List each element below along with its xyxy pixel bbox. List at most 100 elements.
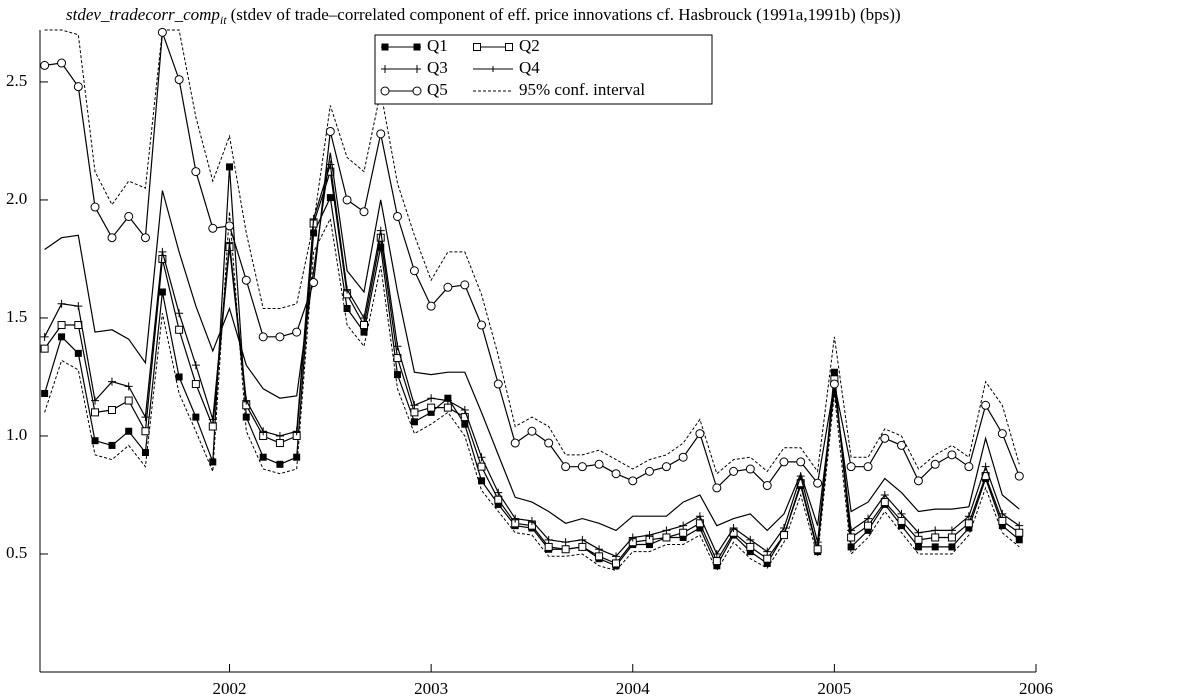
marker [998, 509, 1007, 518]
marker [380, 86, 390, 96]
marker [174, 75, 184, 85]
marker [175, 309, 184, 318]
marker [40, 60, 50, 70]
marker [326, 194, 334, 202]
legend-label: Q3 [427, 58, 448, 77]
marker [124, 211, 134, 221]
marker [678, 452, 688, 462]
marker [477, 453, 486, 462]
marker [225, 221, 235, 231]
marker [91, 408, 100, 417]
marker [897, 516, 906, 525]
y-tick-label: 1.0 [6, 425, 27, 444]
marker [427, 403, 436, 412]
marker [829, 379, 839, 389]
marker [897, 440, 907, 450]
marker [679, 533, 687, 541]
marker [1014, 471, 1024, 481]
marker [577, 462, 587, 472]
marker [478, 477, 486, 485]
marker [998, 516, 1007, 525]
marker [846, 462, 856, 472]
title-subscript: it [220, 13, 227, 27]
marker [948, 543, 956, 551]
marker [763, 559, 771, 567]
legend-label: Q4 [519, 58, 540, 77]
marker [343, 305, 351, 313]
marker [242, 396, 251, 405]
marker [930, 459, 940, 469]
marker [847, 526, 856, 535]
marker [813, 538, 822, 547]
marker [461, 420, 469, 428]
marker [947, 450, 957, 460]
marker [360, 313, 369, 322]
marker [493, 379, 503, 389]
marker [847, 533, 856, 542]
marker [662, 533, 671, 542]
marker [712, 557, 721, 566]
marker [141, 448, 149, 456]
marker [931, 533, 940, 542]
marker [964, 512, 973, 521]
x-tick-label: 2006 [1019, 679, 1053, 698]
marker [175, 325, 184, 334]
marker [898, 522, 906, 530]
marker [779, 531, 788, 540]
marker [779, 524, 788, 533]
marker [864, 526, 872, 534]
marker [712, 549, 721, 558]
marker [494, 500, 502, 508]
marker [998, 522, 1006, 530]
marker [208, 223, 218, 233]
marker [729, 524, 738, 533]
marker [473, 43, 481, 51]
marker [713, 562, 721, 570]
marker [107, 233, 117, 243]
marker [947, 533, 956, 542]
marker [796, 457, 806, 467]
marker [914, 535, 923, 544]
marker [544, 542, 553, 551]
legend-label: Q1 [427, 36, 448, 55]
x-tick-label: 2004 [616, 679, 651, 698]
marker [712, 483, 722, 493]
marker [342, 195, 352, 205]
marker [91, 437, 99, 445]
marker [191, 380, 200, 389]
marker [175, 373, 183, 381]
marker [1015, 521, 1024, 530]
y-tick-label: 1.5 [6, 307, 27, 326]
marker [897, 509, 906, 518]
marker [913, 476, 923, 486]
marker [409, 266, 419, 276]
marker [779, 457, 789, 467]
marker [410, 418, 418, 426]
marker [880, 498, 889, 507]
marker [376, 226, 385, 235]
marker [561, 538, 570, 547]
marker [427, 408, 435, 416]
marker [494, 488, 503, 497]
marker [561, 462, 571, 472]
legend-label: Q2 [519, 36, 540, 55]
marker [360, 321, 369, 330]
marker [360, 328, 368, 336]
marker [57, 299, 66, 308]
marker [40, 344, 49, 353]
marker [241, 275, 251, 285]
marker [460, 406, 469, 415]
marker [997, 429, 1007, 439]
legend: Q1 Q2 Q3 Q4 Q5 95% conf. interval [374, 34, 713, 105]
marker [310, 229, 318, 237]
marker [595, 545, 604, 554]
marker [427, 394, 436, 403]
marker [863, 462, 873, 472]
marker [813, 545, 822, 554]
marker [813, 478, 823, 488]
legend-box [374, 34, 713, 105]
marker [561, 545, 570, 554]
marker [208, 415, 217, 424]
marker [830, 368, 838, 376]
marker [412, 86, 422, 96]
